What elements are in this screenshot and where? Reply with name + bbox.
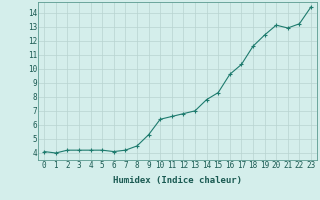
X-axis label: Humidex (Indice chaleur): Humidex (Indice chaleur) (113, 176, 242, 185)
